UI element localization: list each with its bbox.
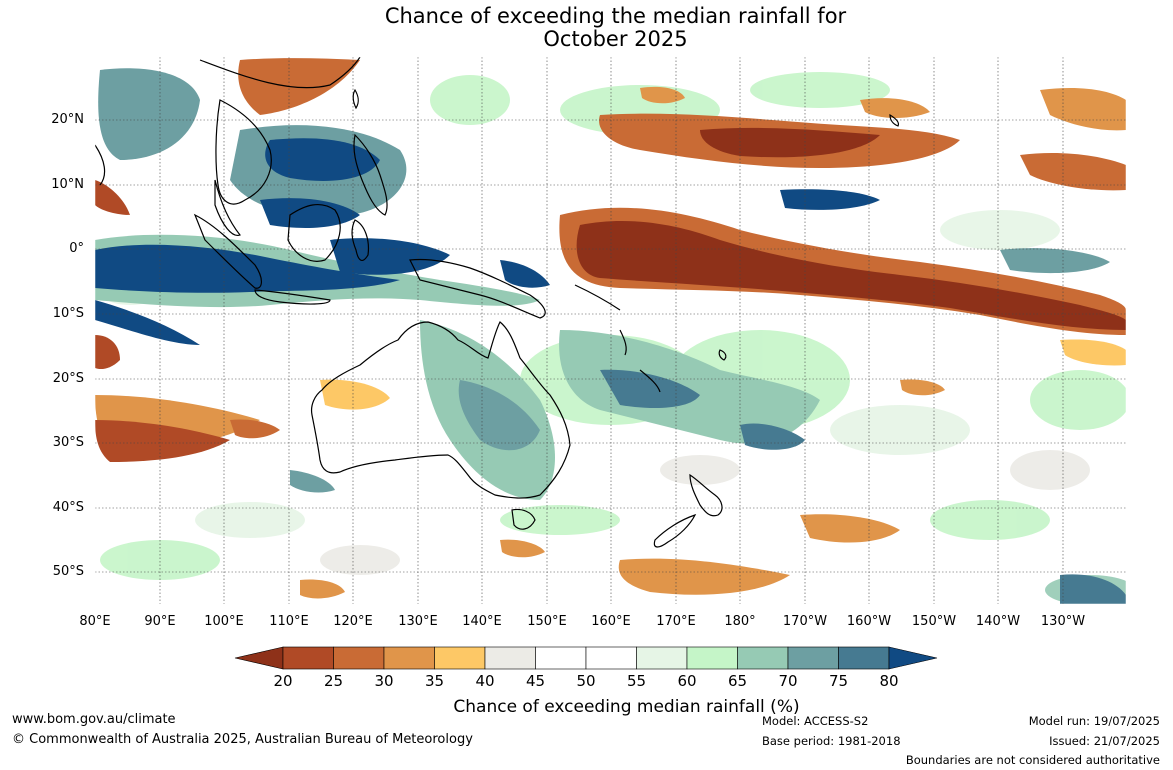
colorbar-segment	[434, 646, 486, 670]
lat-label-20n: 20°N	[51, 112, 84, 127]
sulawesi-coastline	[351, 219, 370, 262]
colorbar-segment	[737, 646, 789, 670]
hawaii-coastline	[889, 113, 900, 127]
new-guinea-coastline	[409, 258, 546, 319]
colorbar-tick-label: 55	[626, 672, 647, 690]
map-title-line1: Chance of exceeding the median rainfall …	[384, 4, 847, 28]
philippines-coastline	[353, 133, 388, 216]
colorbar-tick-label: 40	[475, 672, 495, 690]
tasmania-coastline	[511, 508, 536, 530]
lon-label-160w: 160°W	[846, 614, 892, 629]
lat-label-30s: 30°S	[52, 435, 84, 450]
colorbar-segment	[333, 646, 385, 670]
copyright-text: © Commonwealth of Australia 2025, Austra…	[12, 732, 473, 747]
lat-label-10s: 10°S	[52, 306, 84, 321]
colorbar-segment	[535, 646, 587, 670]
map-frame	[94, 56, 1127, 605]
map-title-line2: October 2025	[543, 27, 688, 51]
china-coastline	[199, 57, 361, 89]
map-gridlines	[95, 57, 1126, 604]
lon-label-170w: 170°W	[782, 614, 828, 629]
coastlines	[95, 57, 900, 548]
colorbar-tick-label: 65	[727, 672, 748, 690]
new-zealand-coastline	[689, 473, 723, 517]
lon-label-140e: 140°E	[462, 614, 502, 629]
disclaimer-text: Boundaries are not considered authoritat…	[905, 753, 1160, 767]
australia-coastline	[310, 321, 571, 499]
colorbar	[234, 646, 938, 670]
lon-label-90e: 90°E	[144, 614, 176, 629]
colorbar-tick-label: 70	[778, 672, 798, 690]
colorbar-segment	[282, 646, 334, 670]
colorbar-tick-label: 45	[525, 672, 546, 690]
colorbar-segment	[585, 646, 637, 670]
colorbar-tick-label: 50	[576, 672, 596, 690]
lon-label-160e: 160°E	[591, 614, 631, 629]
lon-label-130w: 130°W	[1040, 614, 1086, 629]
colorbar-label: Chance of exceeding median rainfall (%)	[453, 697, 800, 717]
model-run-text: Model run: 19/07/2025	[1028, 714, 1160, 728]
new-caledonia-coastline	[639, 369, 661, 393]
java-coastline	[254, 289, 331, 305]
taiwan-coastline	[352, 88, 359, 110]
lon-label-150e: 150°E	[527, 614, 567, 629]
colorbar-tick-label: 35	[424, 672, 445, 690]
sumatra-coastline	[193, 213, 262, 289]
colorbar-segment	[686, 646, 738, 670]
wet-anomaly-patches	[95, 68, 1126, 604]
lat-label-40s: 40°S	[52, 500, 84, 515]
lon-label-100e: 100°E	[204, 614, 244, 629]
lon-label-150w: 150°W	[911, 614, 957, 629]
colorbar-tick-label: 80	[879, 672, 899, 690]
colorbar-tick-label: 60	[677, 672, 697, 690]
website-link[interactable]: www.bom.gov.au/climate	[12, 712, 176, 727]
malay-peninsula-coastline	[214, 179, 241, 236]
lon-label-170e: 170°E	[656, 614, 696, 629]
colorbar-segment	[838, 646, 890, 670]
lon-label-180: 180°	[724, 614, 756, 629]
colorbar-tick-label: 25	[323, 672, 344, 690]
colorbar-segment	[636, 646, 688, 670]
lat-label-10n: 10°N	[51, 177, 84, 192]
lon-label-130e: 130°E	[398, 614, 438, 629]
vanuatu-coastline	[619, 329, 627, 356]
base-period-text: Base period: 1981-2018	[762, 734, 901, 748]
fiji-coastline	[718, 349, 727, 361]
colorbar-tick-label: 20	[273, 672, 293, 690]
dry-anomaly-patches	[95, 58, 1126, 599]
borneo-coastline	[287, 203, 341, 262]
lat-label-50s: 50°S	[52, 564, 84, 579]
map-area	[95, 57, 1126, 604]
india-coastline	[95, 144, 106, 186]
solomon-islands-coastline	[574, 284, 621, 311]
colorbar-segment	[787, 646, 839, 670]
lon-label-80e: 80°E	[79, 614, 111, 629]
issued-text: Issued: 21/07/2025	[1049, 734, 1160, 748]
colorbar-arrow-low	[234, 646, 284, 670]
indochina-coastline	[215, 99, 272, 205]
lon-label-110e: 110°E	[269, 614, 309, 629]
lat-label-0: 0°	[69, 241, 84, 256]
colorbar-tick-label: 75	[828, 672, 849, 690]
colorbar-segment	[383, 646, 435, 670]
new-zealand-south-coastline	[653, 513, 697, 548]
lon-label-120e: 120°E	[333, 614, 373, 629]
colorbar-arrow-high	[888, 646, 938, 670]
lon-label-140w: 140°W	[975, 614, 1021, 629]
colorbar-tick-label: 30	[374, 672, 394, 690]
lat-label-20s: 20°S	[52, 371, 84, 386]
colorbar-segment	[484, 646, 536, 670]
model-text: Model: ACCESS-S2	[762, 714, 869, 728]
